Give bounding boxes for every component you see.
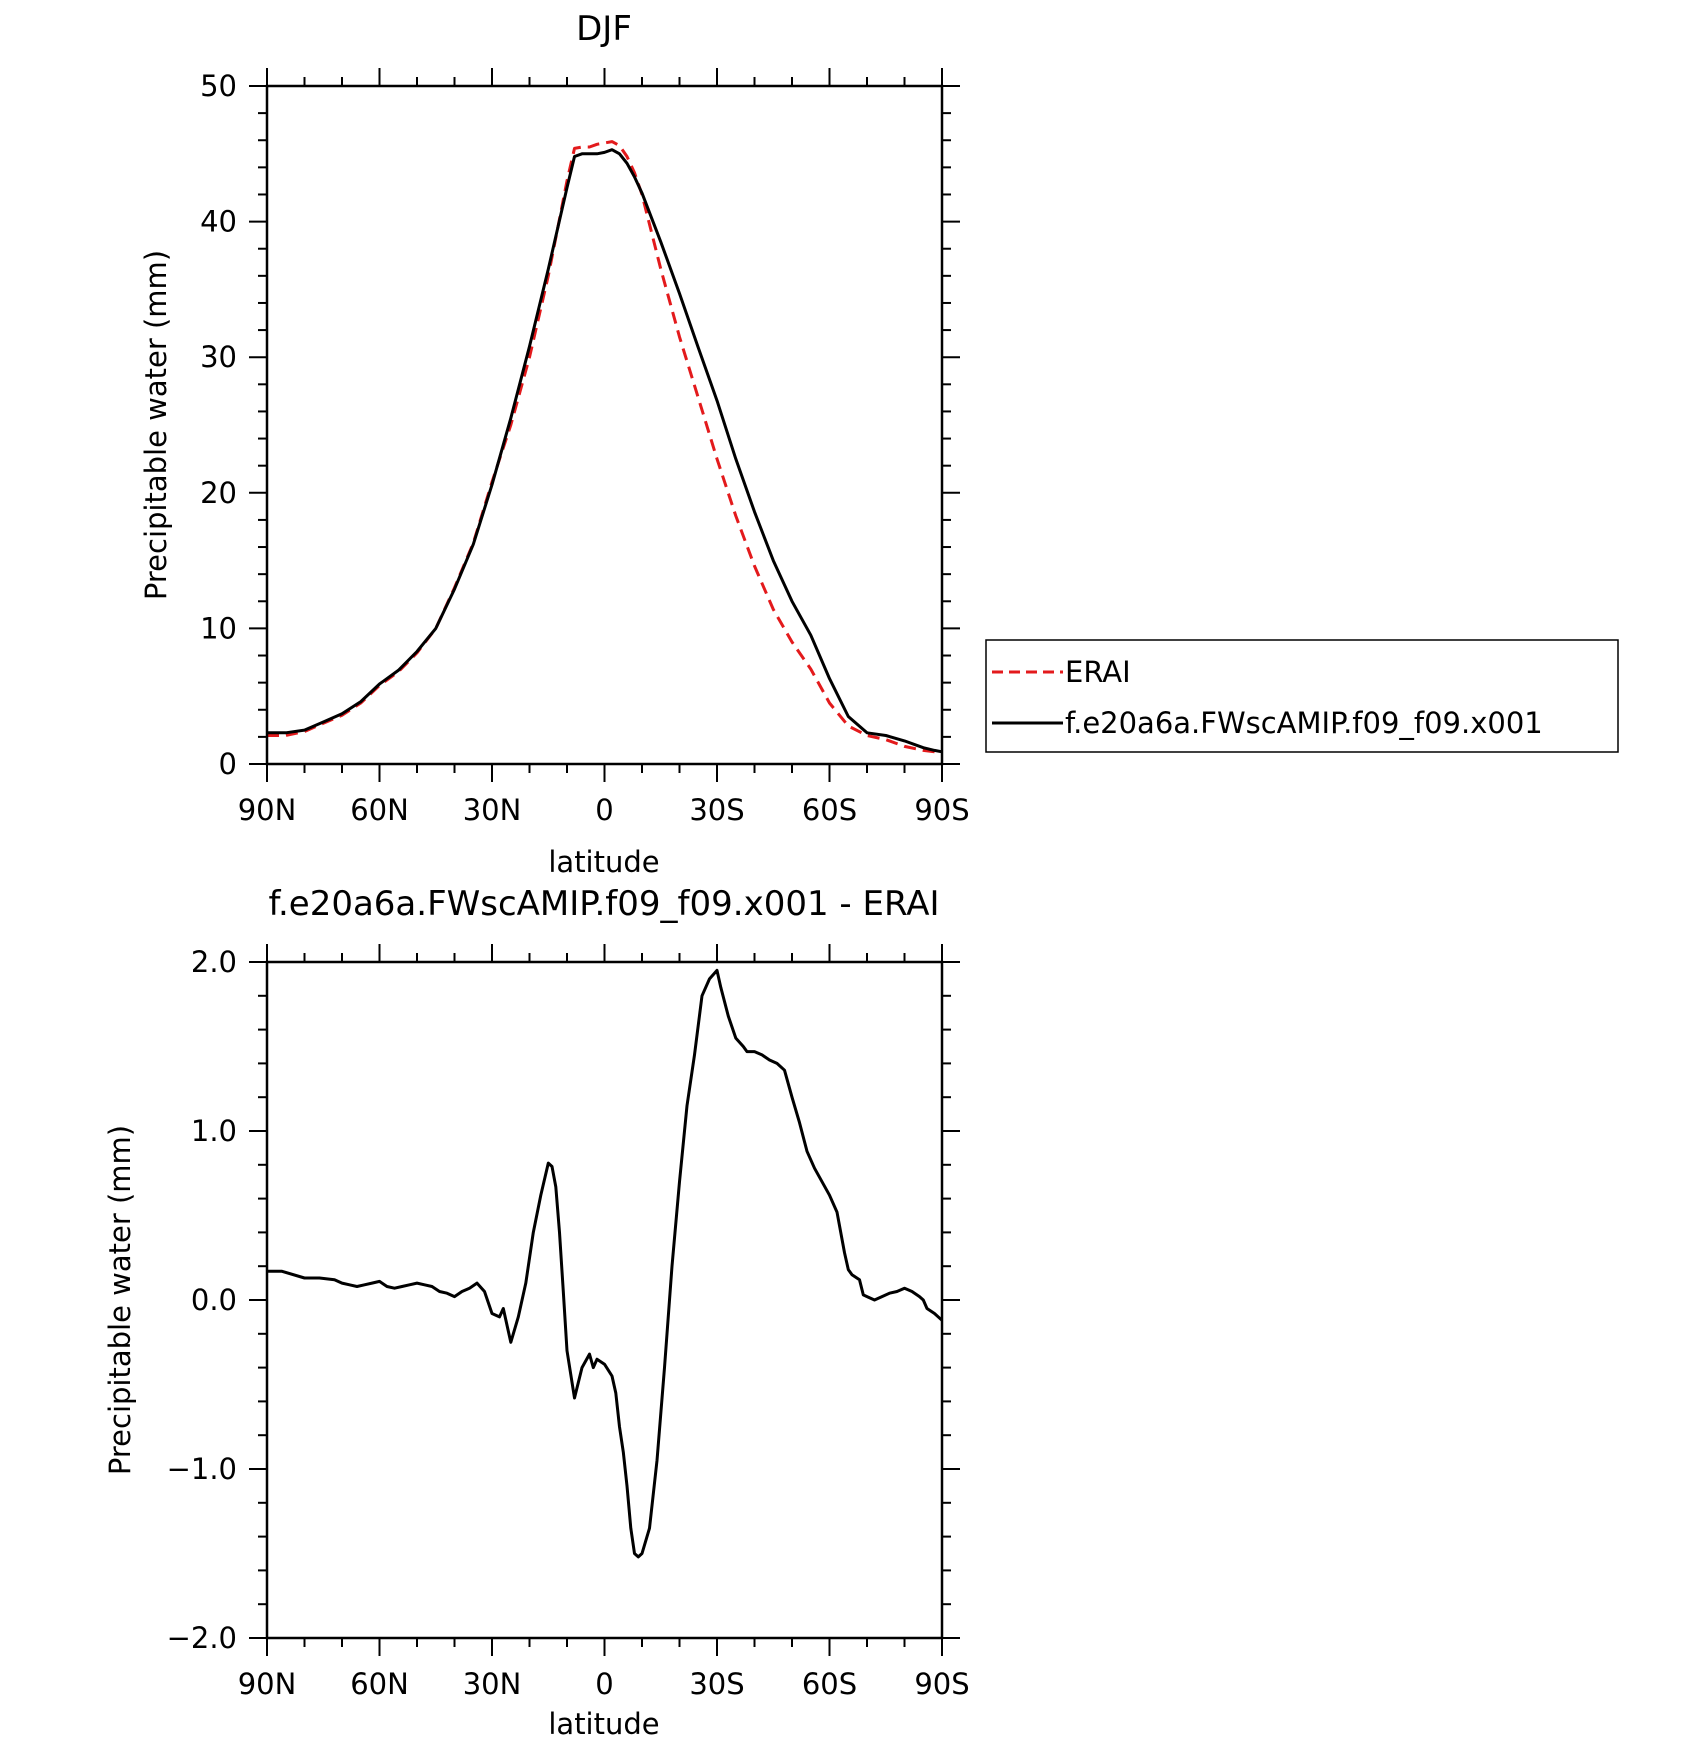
bottom-y-tick-label: 0.0 bbox=[191, 1283, 237, 1317]
top-x-tick-label: 60S bbox=[802, 793, 857, 827]
bottom-x-tick-label: 30S bbox=[689, 1667, 744, 1701]
top-y-axis-label: Precipitable water (mm) bbox=[139, 250, 173, 600]
bottom-x-tick-label: 90S bbox=[914, 1667, 969, 1701]
legend-box bbox=[985, 639, 1619, 753]
bottom-y-tick-label: −1.0 bbox=[167, 1452, 237, 1486]
top-x-axis-label: latitude bbox=[548, 845, 659, 879]
top-chart-title: DJF bbox=[576, 9, 632, 49]
top-y-tick-label: 20 bbox=[200, 476, 237, 510]
legend-label-erai: ERAI bbox=[1065, 655, 1131, 689]
bottom-y-axis-label: Precipitable water (mm) bbox=[103, 1125, 137, 1475]
bottom-series-line-0 bbox=[267, 968, 944, 1559]
top-y-tick-label: 40 bbox=[200, 205, 237, 239]
bottom-y-tick-label: 2.0 bbox=[191, 945, 237, 979]
legend-label-model: f.e20a6a.FWscAMIP.f09_f09.x001 bbox=[1065, 706, 1543, 740]
top-x-tick-label: 60N bbox=[350, 793, 409, 827]
top-ticks: 90N 60N 30N 0 30S 60S 90S 0 10 20 30 40 50 bbox=[200, 68, 970, 827]
bottom-panel: f.e20a6a.FWscAMIP.f09_f09.x001 - ERAI 90… bbox=[103, 884, 970, 1741]
bottom-x-tick-label: 0 bbox=[595, 1667, 613, 1701]
bottom-series-group bbox=[267, 968, 944, 1559]
top-series-line-0 bbox=[267, 140, 943, 755]
top-panel: DJF 90N 60N 30N 0 30S 60S 90S 0 10 20 30 40 50 latit… bbox=[139, 9, 970, 879]
bottom-x-tick-label: 60S bbox=[802, 1667, 857, 1701]
bottom-x-tick-label: 60N bbox=[350, 1667, 409, 1701]
legend: ERAI f.e20a6a.FWscAMIP.f09_f09.x001 bbox=[985, 639, 1619, 753]
top-y-tick-label: 10 bbox=[200, 611, 237, 645]
bottom-ticks: 90N 60N 30N 0 30S 60S 90S 2.0 1.0 0.0 −1.0 −2.0 bbox=[167, 944, 970, 1701]
bottom-y-tick-label: −2.0 bbox=[167, 1621, 237, 1655]
top-x-tick-label: 90S bbox=[914, 793, 969, 827]
top-y-tick-label: 50 bbox=[200, 69, 237, 103]
top-series-line-1 bbox=[267, 148, 943, 754]
top-y-tick-label: 30 bbox=[200, 340, 237, 374]
top-x-tick-label: 30N bbox=[463, 793, 522, 827]
bottom-x-axis-label: latitude bbox=[548, 1707, 659, 1741]
bottom-x-tick-label: 90N bbox=[238, 1667, 297, 1701]
bottom-y-tick-label: 1.0 bbox=[191, 1114, 237, 1148]
top-x-tick-label: 90N bbox=[238, 793, 297, 827]
top-x-tick-label: 0 bbox=[595, 793, 613, 827]
top-series-group bbox=[267, 140, 943, 755]
bottom-chart-title: f.e20a6a.FWscAMIP.f09_f09.x001 - ERAI bbox=[268, 884, 939, 924]
top-x-tick-label: 30S bbox=[689, 793, 744, 827]
top-y-tick-label: 0 bbox=[219, 747, 237, 781]
bottom-plot-frame bbox=[265, 960, 944, 1640]
top-plot-frame bbox=[265, 84, 944, 766]
bottom-x-tick-label: 30N bbox=[463, 1667, 522, 1701]
